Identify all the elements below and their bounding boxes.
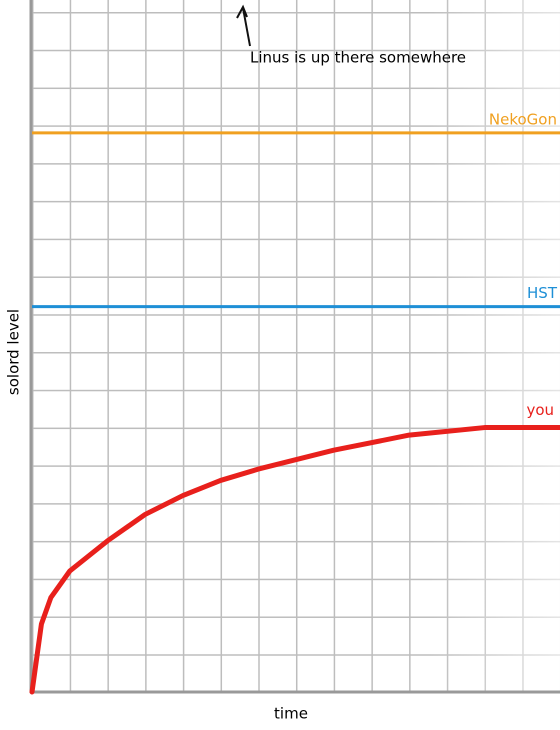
- reference-label: NekoGon: [489, 110, 557, 128]
- reference-label: HST: [527, 284, 558, 302]
- annotation-arrow: [236, 4, 251, 47]
- y-axis-label: solord level: [5, 309, 23, 395]
- series-line: [29, 425, 560, 695]
- annotation: Linus is up there somewhere: [250, 49, 466, 67]
- series-label: you: [526, 401, 554, 419]
- x-axis-label: time: [274, 705, 308, 723]
- paper-fade: [32, 0, 560, 692]
